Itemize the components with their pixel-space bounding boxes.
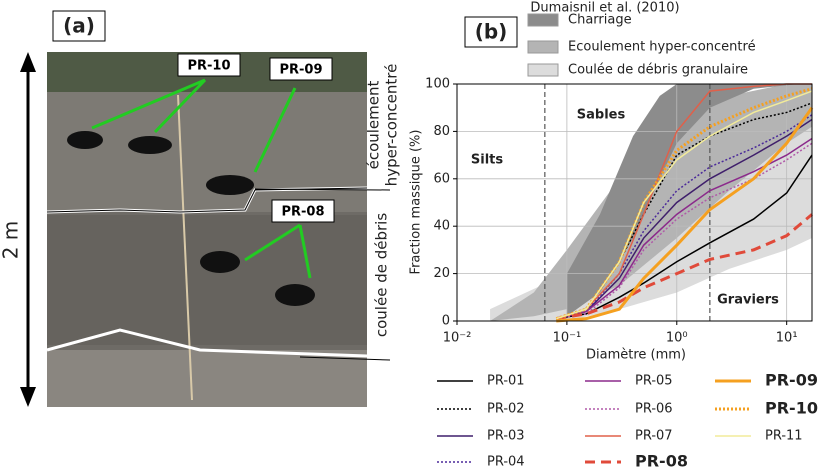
arrows	[91, 78, 312, 279]
legend-label: PR-03	[487, 429, 525, 444]
legend-label: PR-04	[487, 455, 525, 470]
sample-box	[271, 199, 335, 223]
sample-label: PR-08	[281, 205, 324, 220]
unit-line: hyper-concentré	[383, 64, 401, 187]
layer-upper	[47, 92, 367, 212]
measuring-stick	[177, 94, 193, 401]
y-tick-label: 40	[433, 219, 450, 234]
legend-title: Dumaisnil et al. (2010)	[530, 1, 679, 16]
layer-lower	[47, 215, 367, 345]
legend-label: PR-02	[487, 402, 525, 417]
panel-label: (a)	[63, 14, 95, 38]
legend-swatch	[527, 63, 559, 77]
y-axis-label: Fraction massique (%)	[409, 130, 424, 275]
legend-label: Charriage	[568, 13, 632, 28]
contact-leader	[254, 188, 391, 191]
legend-label: Coulée de débris granulaire	[568, 63, 748, 78]
arrow	[91, 78, 206, 130]
arrow-head	[20, 387, 36, 407]
x-tick-label: 10⁻²	[443, 331, 472, 346]
x-tick-label: 10¹	[776, 331, 798, 346]
legend-label: Ecoulement hyper-concentré	[568, 40, 756, 55]
scale-label: 2 m	[0, 221, 23, 260]
series-line	[556, 90, 813, 320]
arrow	[298, 224, 312, 279]
legend-label: PR-11	[765, 429, 803, 444]
x-axis-label: Diamètre (mm)	[586, 348, 686, 363]
contact-leader	[299, 356, 391, 361]
legend-label: PR-01	[487, 374, 525, 389]
legend-label: PR-06	[635, 402, 673, 417]
series-line	[556, 106, 814, 323]
arrow	[244, 223, 301, 262]
hole	[275, 284, 315, 306]
series-line	[556, 154, 813, 320]
plot-frame	[456, 83, 813, 322]
hole	[128, 136, 172, 154]
x-tick-label: 10⁰	[666, 331, 688, 346]
series-line	[556, 102, 813, 320]
sample-label: PR-09	[279, 63, 322, 78]
arrow	[153, 78, 207, 134]
photo	[20, 52, 391, 407]
y-tick-label: 0	[442, 314, 450, 329]
sample-label: PR-10	[187, 59, 230, 74]
legend-label: PR-07	[635, 429, 673, 444]
unit-line: écoulement	[365, 80, 383, 169]
legend-label: PR-09	[765, 371, 818, 390]
annotation: Sables	[577, 108, 626, 123]
y-tick-label: 60	[433, 171, 450, 186]
arrow	[253, 87, 297, 173]
label-box	[52, 10, 106, 42]
hole	[206, 175, 254, 195]
series-line	[556, 118, 813, 320]
panel-label: (b)	[475, 20, 508, 44]
annotation: Silts	[471, 153, 503, 168]
series-line	[556, 142, 813, 320]
legend-swatch	[527, 40, 559, 54]
y-tick-label: 100	[425, 77, 450, 92]
legend-label: PR-08	[635, 452, 688, 471]
series-line	[556, 137, 813, 320]
x-tick-label: 10⁻¹	[553, 331, 582, 346]
hole	[67, 131, 103, 149]
series-line	[556, 213, 813, 321]
y-tick-label: 20	[433, 266, 450, 281]
unit-label: coulée de débris	[373, 213, 391, 337]
arrow-head	[20, 52, 36, 72]
hole	[200, 251, 240, 273]
unit-label: écoulement hyper-concentré	[365, 64, 401, 187]
contact-line	[46, 187, 368, 213]
sample-box	[177, 53, 241, 77]
annotation: Graviers	[717, 293, 779, 308]
envelope	[566, 84, 800, 317]
sample-box	[269, 57, 333, 81]
legend-swatch	[527, 13, 559, 27]
layer-base	[47, 350, 367, 407]
legend-label: PR-10	[765, 399, 818, 418]
y-tick-label: 80	[433, 124, 450, 139]
label-box	[464, 16, 518, 48]
series-line	[556, 83, 812, 320]
legend-label: PR-05	[635, 374, 673, 389]
contact-line	[46, 328, 368, 358]
